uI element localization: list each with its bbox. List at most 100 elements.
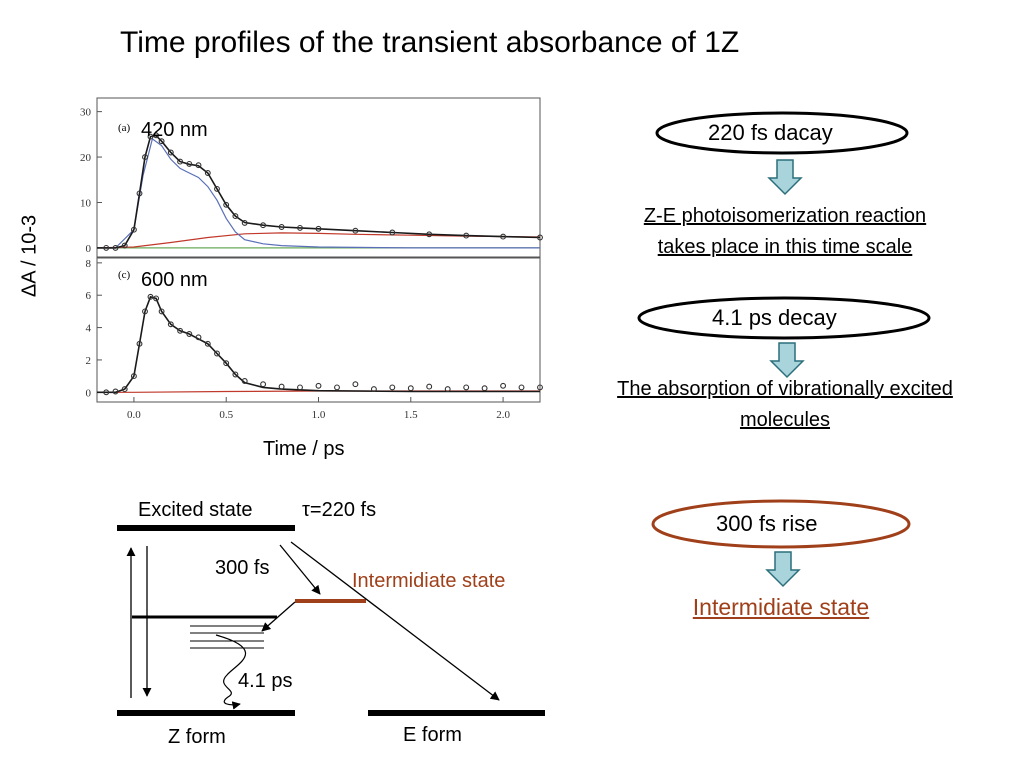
data-point [167,321,174,328]
isomerization-arrow [290,541,500,701]
data-point [537,234,543,241]
data-point [142,308,148,315]
series-line-fit [97,134,541,249]
y-tick-label: 20 [80,152,92,164]
data-point [158,308,165,315]
data-point [130,373,137,380]
intermediate-decay-arrow [261,601,296,632]
data-point [158,138,165,145]
x-tick-label: 1.5 [404,409,418,421]
data-point [278,383,285,390]
y-tick-label: 0 [86,387,92,399]
e-form-label: E form [403,724,462,746]
series-line-decay [97,137,540,249]
down-arrow-icon [765,551,801,588]
data-point [136,340,143,347]
data-point [121,242,128,249]
data-point [518,384,525,391]
panel-c-y-axis: 0 2 4 6 8 [86,258,102,399]
y-tick-label: 10 [80,197,92,209]
panel-a-y-axis: 0 10 20 30 [80,107,102,255]
y-tick-label: 6 [86,290,92,302]
data-point [500,233,507,240]
data-point [389,229,396,236]
data-point [167,149,174,156]
series-line-fit [97,295,540,394]
decay-time-label: 4.1 ps [238,670,293,693]
data-point [232,213,239,220]
data-point [352,227,359,234]
data-point [481,385,488,392]
data-point [136,190,143,197]
oval-300fs [651,499,911,549]
data-point [463,232,470,239]
x-tick-label: 1.0 [312,409,326,421]
data-point [444,386,451,393]
rise-arrow [279,544,321,595]
data-point [195,162,202,169]
z-form-label: Z form [168,726,226,748]
data-point [204,170,211,176]
y-tick-label: 4 [86,323,92,335]
intermediate-state-label: Intermidiate state [352,570,506,592]
note-intermediate: Intermidiate state [692,594,870,620]
rise-time-label: 300 fs [215,557,270,579]
excited-state-label: Excited state [138,499,253,521]
y-axis-label: ΔA / 10-3 [18,214,41,298]
data-point [130,226,137,233]
data-point [214,350,220,357]
vibrational-relaxation-wave [215,634,246,710]
data-point [223,201,230,208]
panel-c-plot [97,293,543,396]
oval-300fs-label: 300 fs rise [716,511,818,536]
down-arrow-icon [767,159,803,196]
data-point [186,160,193,167]
panel-c-wavelength-label: 600 nm [141,269,208,291]
panel-c-x-axis: 0.0 0.5 1.0 1.5 2.0 [127,397,510,421]
data-point [103,244,110,251]
data-point [260,222,267,229]
transient-absorbance-charts: 0 10 20 30 (a) 420 nm 0 2 4 6 8 0.0 0.5 1.0 1.5 2.0… [80,97,543,421]
page-title: Time profiles of the transient absorbanc… [120,26,740,59]
note-vibrational-line1: The absorption of vibrationally excited [617,378,953,400]
x-tick-label: 0.0 [127,409,141,421]
data-point [112,244,119,251]
data-point [147,133,154,140]
data-point [426,231,433,238]
x-tick-label: 0.5 [219,409,233,421]
data-point [147,293,154,300]
panel-c-tag: (c) [118,269,131,281]
data-point [370,386,377,393]
oval-220fs [655,111,909,155]
data-point [241,378,248,384]
data-point [204,340,211,347]
annotation-panel [637,111,931,588]
data-point [195,334,202,341]
data-point [232,371,239,378]
data-point [334,384,340,391]
y-tick-label: 30 [80,107,92,119]
data-point [315,382,322,389]
panel-a-plot [96,132,543,251]
data-point [407,385,414,392]
note-photoisomerization-line1: Z-E photoisomerization reaction [643,205,927,227]
data-point [315,225,322,232]
data-point [463,384,470,391]
data-point [260,381,267,388]
note-vibrational: The absorption of vibrationally excited … [560,374,1010,436]
y-tick-label: 8 [86,258,92,270]
y-tick-label: 0 [86,243,92,255]
data-point [297,224,303,231]
panel-a-tag: (a) [118,122,131,134]
data-point [537,384,543,391]
data-point [153,295,160,302]
data-point [223,360,230,367]
data-point [112,388,119,395]
x-axis-label: Time / ps [263,438,345,460]
data-point [121,386,128,393]
y-tick-label: 2 [86,355,92,367]
data-point [241,219,248,226]
data-point [214,185,220,192]
data-point [426,383,433,390]
panel-a-frame [96,97,541,258]
